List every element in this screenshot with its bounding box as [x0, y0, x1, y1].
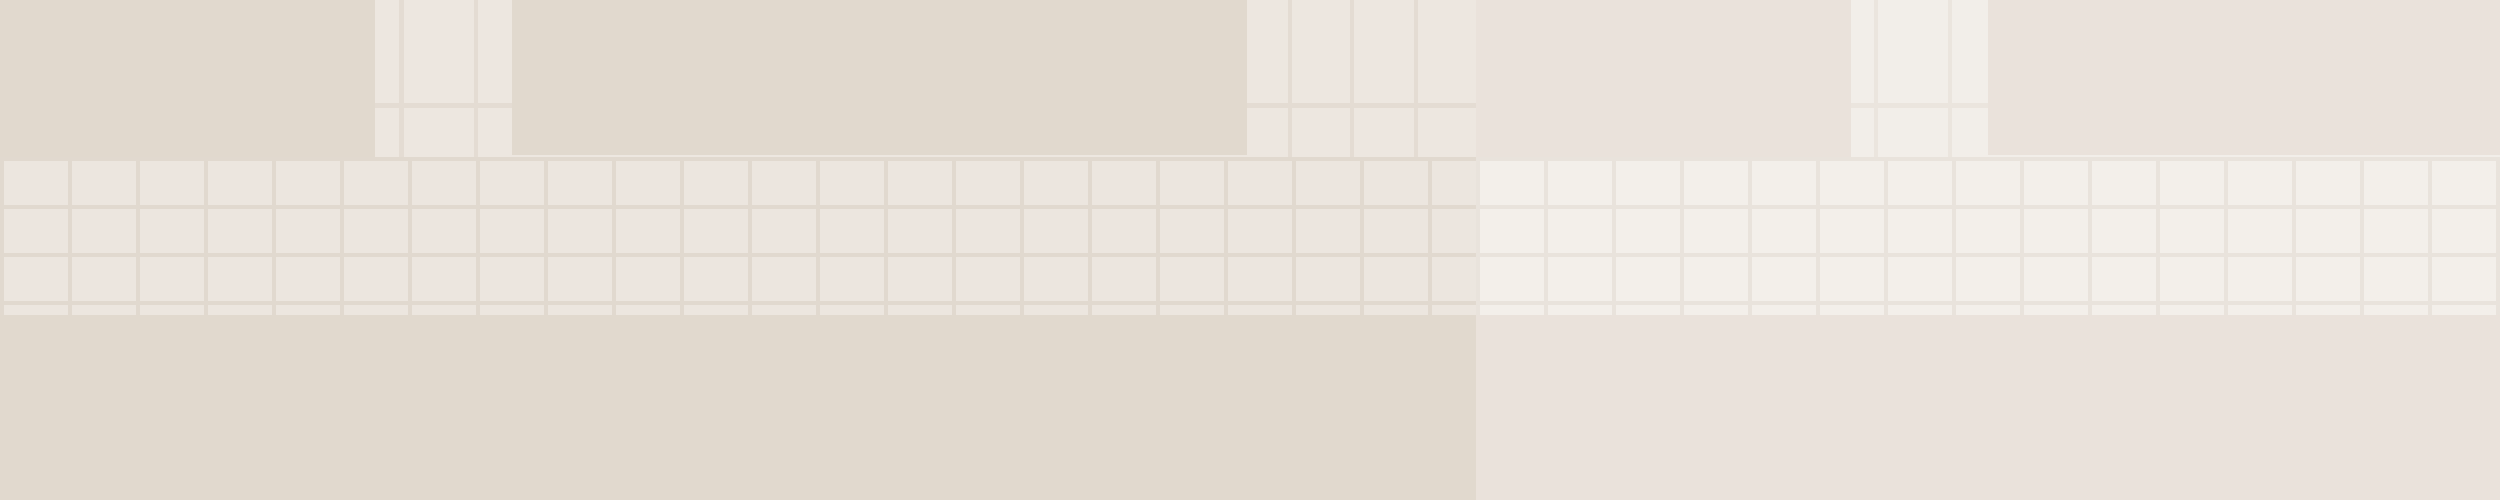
left-tile-grid	[0, 157, 1476, 315]
right-bottom-block	[1476, 315, 2500, 500]
right-tile-grid	[1476, 157, 2500, 315]
right-top-block-1	[1476, 0, 1851, 157]
left-panel	[0, 0, 1476, 500]
left-bottom-block	[0, 315, 1476, 500]
left-top-block-1	[0, 0, 375, 157]
right-top-block-2	[1988, 0, 2500, 155]
right-panel	[1476, 0, 2500, 500]
left-top-block-2	[512, 0, 1247, 155]
